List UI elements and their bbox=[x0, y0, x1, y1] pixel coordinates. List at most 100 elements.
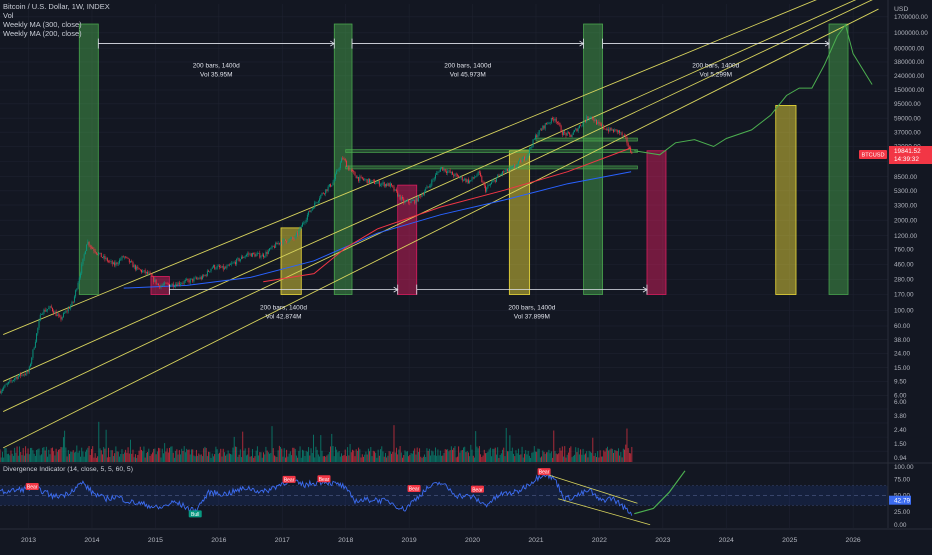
candle-body bbox=[446, 171, 447, 172]
candle-body bbox=[590, 117, 591, 118]
volume-bar bbox=[630, 453, 631, 462]
volume-bar bbox=[212, 454, 213, 462]
volume-bar bbox=[119, 457, 120, 462]
volume-bar bbox=[222, 457, 223, 462]
volume-bar bbox=[627, 429, 628, 462]
candle-body bbox=[170, 285, 171, 286]
volume-bar bbox=[259, 452, 260, 462]
volume-bar bbox=[418, 452, 419, 462]
volume-bar bbox=[203, 448, 204, 462]
volume-bar bbox=[274, 455, 275, 462]
volume-bar bbox=[104, 449, 105, 462]
candle-body bbox=[224, 268, 225, 270]
volume-bar bbox=[168, 452, 169, 462]
candle-body bbox=[352, 170, 353, 171]
price-tick-label: 240000.00 bbox=[894, 73, 925, 80]
volume-bar bbox=[581, 455, 582, 462]
candle-body bbox=[309, 211, 310, 212]
candle-body bbox=[32, 349, 33, 357]
volume-bar bbox=[324, 456, 325, 462]
time-tick-label: 2024 bbox=[719, 537, 734, 544]
legend-ma300[interactable]: Weekly MA (300, close) bbox=[3, 20, 110, 29]
volume-bar bbox=[251, 456, 252, 462]
candle-body bbox=[226, 266, 227, 268]
legend-vol[interactable]: Vol bbox=[3, 11, 110, 20]
candle-body bbox=[181, 283, 182, 284]
volume-bar bbox=[225, 456, 226, 462]
candle-body bbox=[331, 185, 332, 186]
volume-bar bbox=[57, 452, 58, 462]
measure-volume: Vol 35.95M bbox=[200, 72, 233, 79]
volume-bar bbox=[444, 453, 445, 462]
candle-body bbox=[468, 179, 469, 182]
volume-bar bbox=[279, 446, 280, 462]
candle-body bbox=[613, 130, 614, 132]
volume-bar bbox=[445, 449, 446, 462]
price-tick-label: 59000.00 bbox=[894, 115, 921, 122]
volume-bar bbox=[301, 458, 302, 462]
volume-bar bbox=[192, 449, 193, 462]
candle-body bbox=[629, 147, 630, 148]
candle-body bbox=[617, 130, 618, 133]
candle-body bbox=[212, 267, 213, 269]
candle-body bbox=[574, 130, 575, 132]
candle-body bbox=[96, 252, 97, 253]
candle-body bbox=[53, 311, 54, 313]
candle-body bbox=[73, 302, 74, 303]
candle-body bbox=[383, 182, 384, 183]
candle-body bbox=[17, 377, 18, 379]
volume-bar bbox=[573, 456, 574, 462]
price-tick-label: 95000.00 bbox=[894, 101, 921, 108]
candle-body bbox=[13, 380, 14, 381]
volume-bar bbox=[385, 453, 386, 462]
volume-tick-label: 3.80 bbox=[894, 413, 907, 420]
volume-bar bbox=[108, 448, 109, 462]
candle-body bbox=[163, 284, 164, 285]
candle-body bbox=[597, 122, 598, 124]
candle-body bbox=[575, 129, 576, 131]
candle-body bbox=[185, 280, 186, 281]
volume-bar bbox=[511, 451, 512, 462]
candle-body bbox=[322, 193, 323, 195]
price-tick-label: 1200.00 bbox=[894, 233, 918, 240]
candle-body bbox=[481, 176, 482, 182]
candle-body bbox=[402, 197, 403, 199]
legend-symbol[interactable]: Bitcoin / U.S. Dollar, 1W, INDEX bbox=[3, 2, 110, 11]
volume-bar bbox=[185, 452, 186, 462]
volume-bar bbox=[629, 453, 630, 462]
volume-bar bbox=[557, 454, 558, 462]
volume-bar bbox=[81, 448, 82, 462]
candle-body bbox=[184, 281, 185, 283]
legend-ma200[interactable]: Weekly MA (200, close) bbox=[3, 29, 110, 38]
volume-tick-label: 0.94 bbox=[894, 455, 907, 462]
candle-body bbox=[237, 258, 238, 259]
candle-body bbox=[61, 316, 62, 319]
volume-bar bbox=[503, 448, 504, 462]
candle-body bbox=[318, 201, 319, 202]
volume-bar bbox=[209, 452, 210, 462]
candle-body bbox=[135, 265, 136, 269]
candle-body bbox=[261, 256, 262, 257]
volume-bar bbox=[355, 456, 356, 462]
candle-body bbox=[192, 279, 193, 282]
volume-bar bbox=[296, 456, 297, 462]
volume-bar bbox=[564, 446, 565, 462]
candle-body bbox=[520, 160, 521, 162]
candle-body bbox=[326, 189, 327, 191]
volume-bar bbox=[150, 456, 151, 462]
candle-body bbox=[370, 181, 371, 183]
volume-bar bbox=[586, 451, 587, 462]
candle-body bbox=[620, 133, 621, 134]
candle-body bbox=[479, 172, 480, 173]
candle-body bbox=[424, 192, 425, 195]
volume-bar bbox=[74, 453, 75, 462]
measure-volume: Vol 45.973M bbox=[450, 72, 486, 79]
candle-body bbox=[502, 171, 503, 174]
candle-body bbox=[363, 179, 364, 180]
candle-body bbox=[469, 181, 470, 183]
candle-body bbox=[364, 180, 365, 181]
candle-body bbox=[179, 283, 180, 285]
candle-body bbox=[539, 130, 540, 134]
